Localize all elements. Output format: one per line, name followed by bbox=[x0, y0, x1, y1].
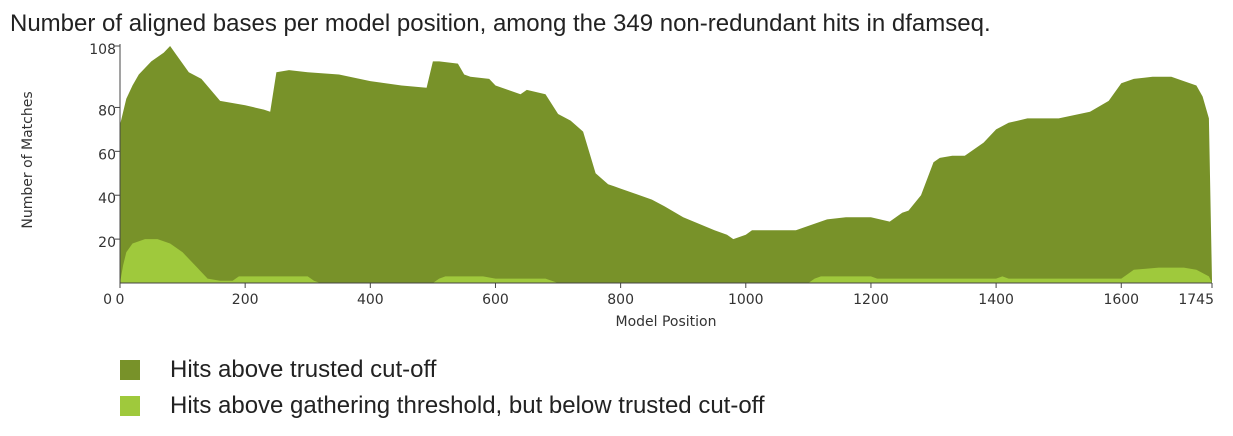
y-tick-label: 108 bbox=[89, 42, 116, 58]
x-tick-label: 600 bbox=[482, 292, 509, 308]
y-tick-label: 60 bbox=[98, 147, 116, 163]
legend-swatch-gathering bbox=[120, 396, 140, 416]
x-tick-label: 1400 bbox=[978, 292, 1014, 308]
x-tick-label: 1000 bbox=[728, 292, 764, 308]
y-axis-label: Number of Matches bbox=[20, 91, 36, 228]
y-tick-label: 40 bbox=[98, 191, 116, 207]
legend-label-gathering: Hits above gathering threshold, but belo… bbox=[170, 392, 765, 419]
x-tick-label: 1745 bbox=[1178, 292, 1214, 308]
chart-title: Number of aligned bases per model positi… bbox=[10, 10, 991, 37]
chart-axes: 0 200 400 600 800 1000 1200 1400 1600 1745 0 20 40 60… bbox=[89, 42, 1214, 308]
x-tick-label: 400 bbox=[357, 292, 384, 308]
x-axis-label: Model Position bbox=[616, 314, 717, 330]
y-tick-label: 0 bbox=[103, 292, 112, 308]
x-tick-label: 0 bbox=[116, 292, 125, 308]
legend-swatch-trusted bbox=[120, 360, 140, 380]
x-tick-label: 1600 bbox=[1103, 292, 1139, 308]
y-tick-label: 80 bbox=[98, 103, 116, 119]
series-area-0 bbox=[120, 46, 1212, 283]
y-tick-label: 20 bbox=[98, 235, 116, 251]
series-areas bbox=[120, 46, 1212, 283]
x-tick-label: 1200 bbox=[853, 292, 889, 308]
coverage-chart: 0 200 400 600 800 1000 1200 1400 1600 1745 0 20 40 60… bbox=[20, 42, 1214, 330]
x-tick-label: 200 bbox=[232, 292, 259, 308]
series-area-1 bbox=[120, 239, 1212, 283]
legend: Hits above trusted cut-off Hits above ga… bbox=[120, 352, 765, 424]
x-tick-label: 800 bbox=[607, 292, 634, 308]
legend-label-trusted: Hits above trusted cut-off bbox=[170, 356, 437, 383]
legend-item-trusted: Hits above trusted cut-off bbox=[120, 352, 765, 388]
legend-item-gathering: Hits above gathering threshold, but belo… bbox=[120, 388, 765, 424]
